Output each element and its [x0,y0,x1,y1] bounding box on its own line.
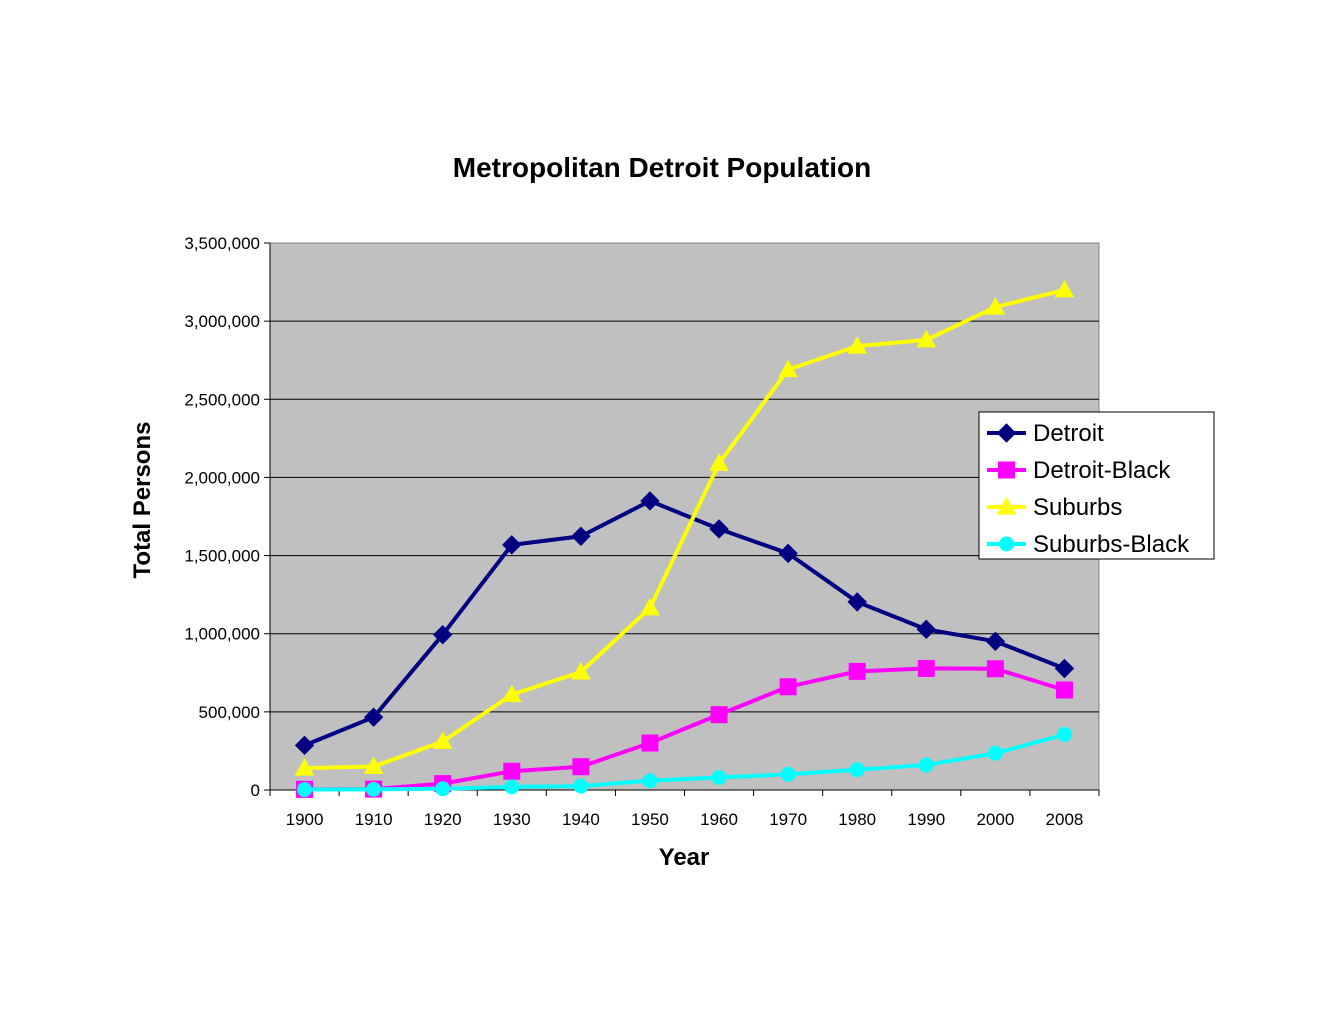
data-point [985,631,1006,652]
data-point [572,758,590,776]
x-tick-label: 2008 [1046,810,1084,829]
legend-marker [998,461,1015,479]
x-tick-label: 1960 [700,810,738,829]
x-axis-title: Year [659,844,710,871]
data-point [433,624,453,645]
series-suburbs [294,279,1075,776]
data-point [847,592,867,612]
x-tick-label: 2000 [976,810,1014,829]
legend-label: Detroit [1033,420,1104,447]
y-tick-label: 2,000,000 [184,468,260,487]
data-point [641,734,659,752]
y-axis-title: Total Persons [129,422,156,579]
data-point [985,297,1006,315]
series-detroit [294,491,1075,756]
x-tick-label: 1980 [838,810,876,829]
data-point [709,519,729,539]
data-point [363,707,384,727]
data-point [501,684,522,703]
data-point [710,706,728,724]
x-tick-label: 1950 [631,810,669,829]
data-point [848,662,866,680]
data-point [640,491,660,511]
x-tick-label: 1910 [355,810,393,829]
y-tick-label: 3,000,000 [184,312,260,331]
series-line [304,732,1065,792]
x-tick-label: 1900 [286,810,324,829]
data-point [1054,658,1075,679]
data-point [297,782,313,798]
legend-item: Detroit-Black [987,457,1171,484]
data-point [849,762,865,778]
data-point [1054,279,1075,298]
data-point [571,661,591,680]
data-point [435,781,451,797]
data-point [916,329,937,348]
data-point [778,543,798,564]
series-line [304,287,1065,771]
y-tick-label: 1,000,000 [184,625,260,644]
x-tick-label: 1940 [562,810,600,829]
data-point [366,781,382,797]
axes: 0 500,000 1,000,000 1,500,000 2,000,000 2,500… [184,234,1100,829]
legend: Detroit Detroit-Black Suburbs Suburbs-Black [978,411,1215,560]
chart-title: Metropolitan Detroit Population [453,152,871,183]
y-tick-label: 0 [251,781,260,800]
data-point [1055,681,1073,699]
data-point [503,762,521,780]
data-point [918,757,934,773]
legend-label: Suburbs-Black [1033,531,1190,558]
data-point [502,535,522,555]
x-tick-label: 1990 [907,810,945,829]
data-point [780,766,796,782]
x-tick-label: 1970 [769,810,807,829]
data-point [711,769,727,785]
data-point [847,336,868,354]
legend-box [978,411,1215,560]
data-point [432,731,453,750]
x-tick-label: 1930 [493,810,531,829]
legend-label: Suburbs [1033,494,1122,521]
data-point [986,660,1004,678]
data-point [504,779,520,795]
y-tick-label: 1,500,000 [184,547,260,566]
data-point [916,619,936,640]
legend-item: Suburbs [987,494,1122,521]
y-tick-label: 3,500,000 [184,234,260,253]
data-point [294,735,315,756]
data-point [642,773,658,789]
series-line [303,498,1066,748]
data-point [987,745,1003,761]
legend-marker [999,536,1014,552]
data-point [709,453,729,471]
legend-item: Detroit [987,420,1104,447]
series-line [304,666,1066,792]
legend-marker [996,496,1017,515]
data-point [571,526,591,546]
legend-marker [996,423,1017,443]
legend-item: Suburbs-Black [987,531,1190,558]
x-tick-label: 1920 [424,810,462,829]
data-point [363,756,384,775]
legend-label: Detroit-Black [1033,457,1171,484]
data-point [778,359,798,378]
data-point [294,758,315,776]
data-point [640,597,660,616]
data-point [1056,727,1072,743]
data-point [917,659,935,677]
data-point [779,678,797,696]
data-point [573,778,589,794]
series [294,279,1075,798]
y-tick-label: 2,500,000 [184,390,260,409]
y-tick-label: 500,000 [199,703,260,722]
series-suburbs-black [297,727,1072,798]
